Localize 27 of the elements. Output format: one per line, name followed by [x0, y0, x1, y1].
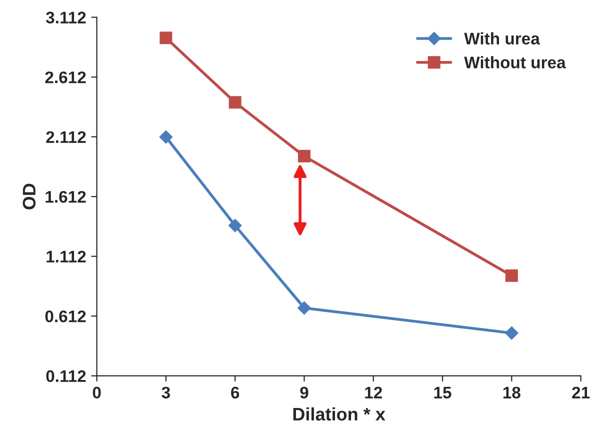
x-tick-label: 18 — [503, 386, 520, 398]
x-tick-label: 6 — [231, 386, 240, 398]
y-tick-label: 0.112 — [46, 370, 86, 382]
x-tick-label: 9 — [300, 386, 308, 398]
point — [298, 150, 310, 162]
x-tick-label: 3 — [162, 386, 170, 399]
y-tick-label: 3.112 — [46, 12, 86, 24]
x-axis-title: Dilation * x — [293, 407, 386, 421]
y-tick-label: 2.612 — [45, 71, 86, 84]
legend-label: With urea — [464, 32, 540, 45]
point — [228, 96, 242, 109]
x-tick-label: 21 — [572, 386, 590, 398]
point — [160, 32, 172, 44]
x-tick-label: 15 — [434, 386, 452, 398]
x-tick-label: 0 — [92, 386, 101, 398]
legend-label: Without urea — [464, 56, 566, 68]
y-tick-label: 2.112 — [46, 131, 86, 143]
point — [505, 269, 518, 282]
y-tick-label: 1.112 — [46, 250, 86, 262]
point — [228, 218, 242, 232]
point — [505, 326, 518, 340]
point — [159, 130, 173, 144]
x-tick-label: 12 — [365, 386, 382, 398]
y-axis-title: OD — [22, 184, 36, 210]
y-tick-label: 1.612 — [46, 190, 86, 203]
y-tick-label: 0.612 — [45, 310, 86, 322]
point — [298, 301, 311, 315]
